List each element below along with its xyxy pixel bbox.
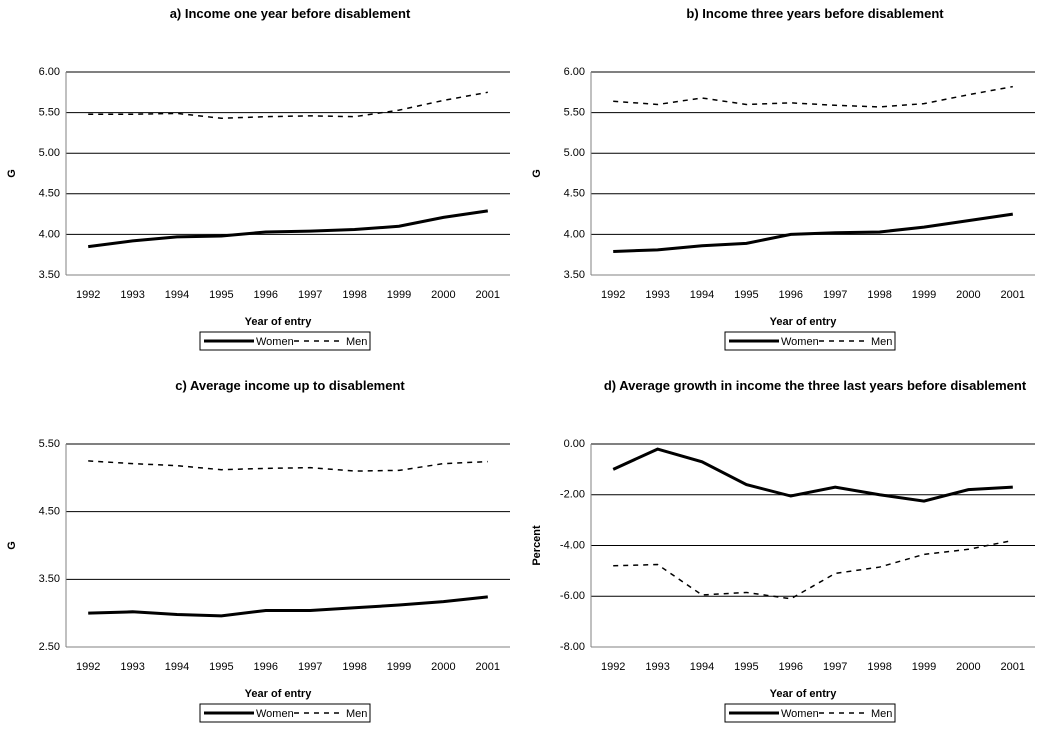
- x-tick-label: 1994: [165, 289, 189, 301]
- y-tick-label: 5.50: [564, 107, 585, 119]
- y-tick-label: -8.00: [560, 641, 585, 653]
- data-line: [88, 595, 488, 618]
- legend-label: Men: [346, 708, 367, 720]
- legend-box: [199, 703, 371, 723]
- x-tick-label: 1997: [823, 289, 847, 301]
- x-tick-label: 1998: [867, 661, 891, 673]
- data-line: [88, 91, 488, 120]
- x-tick-label: 1995: [734, 289, 758, 301]
- x-tick-label: 2001: [1001, 661, 1025, 673]
- y-tick-label: 4.00: [39, 228, 60, 240]
- x-tick-label: 2000: [956, 661, 980, 673]
- chart-title: d) Average growth in income the three la…: [603, 378, 1027, 393]
- x-tick-label: 1993: [645, 289, 669, 301]
- y-tick-label: 5.00: [564, 147, 585, 159]
- x-tick-label: 1997: [823, 661, 847, 673]
- x-tick-label: 1994: [690, 289, 714, 301]
- x-tick-label: 1996: [254, 289, 278, 301]
- x-tick-label: 1993: [120, 289, 144, 301]
- legend-label: Women: [256, 708, 294, 720]
- y-tick-label: 6.00: [39, 66, 60, 78]
- x-tick-label: 1996: [779, 661, 803, 673]
- x-tick-label: 1999: [912, 661, 936, 673]
- x-tick-label: 1993: [645, 661, 669, 673]
- x-tick-label: 2000: [431, 289, 455, 301]
- chart-title: c) Average income up to disablement: [175, 378, 405, 393]
- x-tick-label: 1994: [165, 661, 189, 673]
- x-tick-label: 1997: [298, 289, 322, 301]
- x-tick-label: 1995: [209, 661, 233, 673]
- x-tick-label: 1998: [867, 289, 891, 301]
- data-line: [88, 209, 489, 249]
- x-tick-label: 1993: [120, 661, 144, 673]
- legend-label: Women: [781, 708, 819, 720]
- chart-title: b) Income three years before disablement: [686, 6, 944, 21]
- legend-box: [724, 331, 896, 351]
- data-line: [613, 212, 1014, 253]
- x-tick-label: 1995: [209, 289, 233, 301]
- y-axis-label: G: [6, 541, 18, 550]
- x-axis-label: Year of entry: [245, 316, 313, 328]
- x-axis-label: Year of entry: [770, 688, 838, 700]
- y-tick-label: 4.50: [39, 188, 60, 200]
- legend-label: Women: [781, 336, 819, 348]
- x-tick-label: 1992: [601, 661, 625, 673]
- x-tick-label: 1998: [342, 661, 366, 673]
- y-tick-label: 3.50: [39, 269, 60, 281]
- x-tick-label: 1997: [298, 661, 322, 673]
- x-tick-label: 1998: [342, 289, 366, 301]
- x-tick-label: 1996: [254, 661, 278, 673]
- x-axis-label: Year of entry: [770, 316, 838, 328]
- chart-title: a) Income one year before disablement: [169, 6, 411, 21]
- x-tick-label: 1999: [387, 661, 411, 673]
- y-tick-label: 5.50: [39, 438, 60, 450]
- y-tick-label: 5.00: [39, 147, 60, 159]
- data-line: [88, 460, 488, 472]
- legend-label: Men: [346, 336, 367, 348]
- x-tick-label: 1996: [779, 289, 803, 301]
- x-tick-label: 2001: [476, 661, 500, 673]
- legend-box: [199, 331, 371, 351]
- y-tick-label: 4.00: [564, 228, 585, 240]
- data-line: [613, 539, 1013, 600]
- x-tick-label: 2000: [431, 661, 455, 673]
- data-line: [612, 447, 1013, 503]
- x-tick-label: 1994: [690, 661, 714, 673]
- y-tick-label: 5.50: [39, 107, 60, 119]
- x-tick-label: 1995: [734, 661, 758, 673]
- x-tick-label: 1999: [387, 289, 411, 301]
- legend-box: [724, 703, 896, 723]
- x-tick-label: 1999: [912, 289, 936, 301]
- y-axis-label: G: [531, 169, 543, 178]
- legend-label: Men: [871, 708, 892, 720]
- y-tick-label: 2.50: [39, 641, 60, 653]
- y-tick-label: 4.50: [39, 506, 60, 518]
- y-tick-label: -6.00: [560, 590, 585, 602]
- y-axis-label: G: [6, 169, 18, 178]
- legend-label: Men: [871, 336, 892, 348]
- y-tick-label: 3.50: [39, 573, 60, 585]
- x-tick-label: 2000: [956, 289, 980, 301]
- y-tick-label: 3.50: [564, 269, 585, 281]
- y-tick-label: 4.50: [564, 188, 585, 200]
- x-tick-label: 1992: [76, 289, 100, 301]
- y-tick-label: -2.00: [560, 489, 585, 501]
- legend-label: Women: [256, 336, 294, 348]
- data-line: [613, 85, 1013, 108]
- y-tick-label: 6.00: [564, 66, 585, 78]
- x-tick-label: 1992: [76, 661, 100, 673]
- x-tick-label: 2001: [476, 289, 500, 301]
- y-tick-label: -4.00: [560, 539, 585, 551]
- x-tick-label: 1992: [601, 289, 625, 301]
- x-tick-label: 2001: [1001, 289, 1025, 301]
- y-tick-label: 0.00: [564, 438, 585, 450]
- y-axis-label: Percent: [531, 525, 543, 566]
- x-axis-label: Year of entry: [245, 688, 313, 700]
